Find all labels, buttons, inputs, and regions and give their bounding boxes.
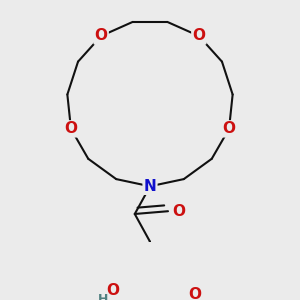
Text: N: N bbox=[144, 179, 156, 194]
Text: O: O bbox=[64, 122, 77, 136]
Text: O: O bbox=[223, 122, 236, 136]
Text: O: O bbox=[172, 204, 186, 219]
Text: O: O bbox=[95, 28, 108, 44]
Text: O: O bbox=[192, 28, 205, 44]
Text: O: O bbox=[188, 287, 201, 300]
Text: O: O bbox=[106, 284, 119, 298]
Text: H: H bbox=[98, 293, 108, 300]
